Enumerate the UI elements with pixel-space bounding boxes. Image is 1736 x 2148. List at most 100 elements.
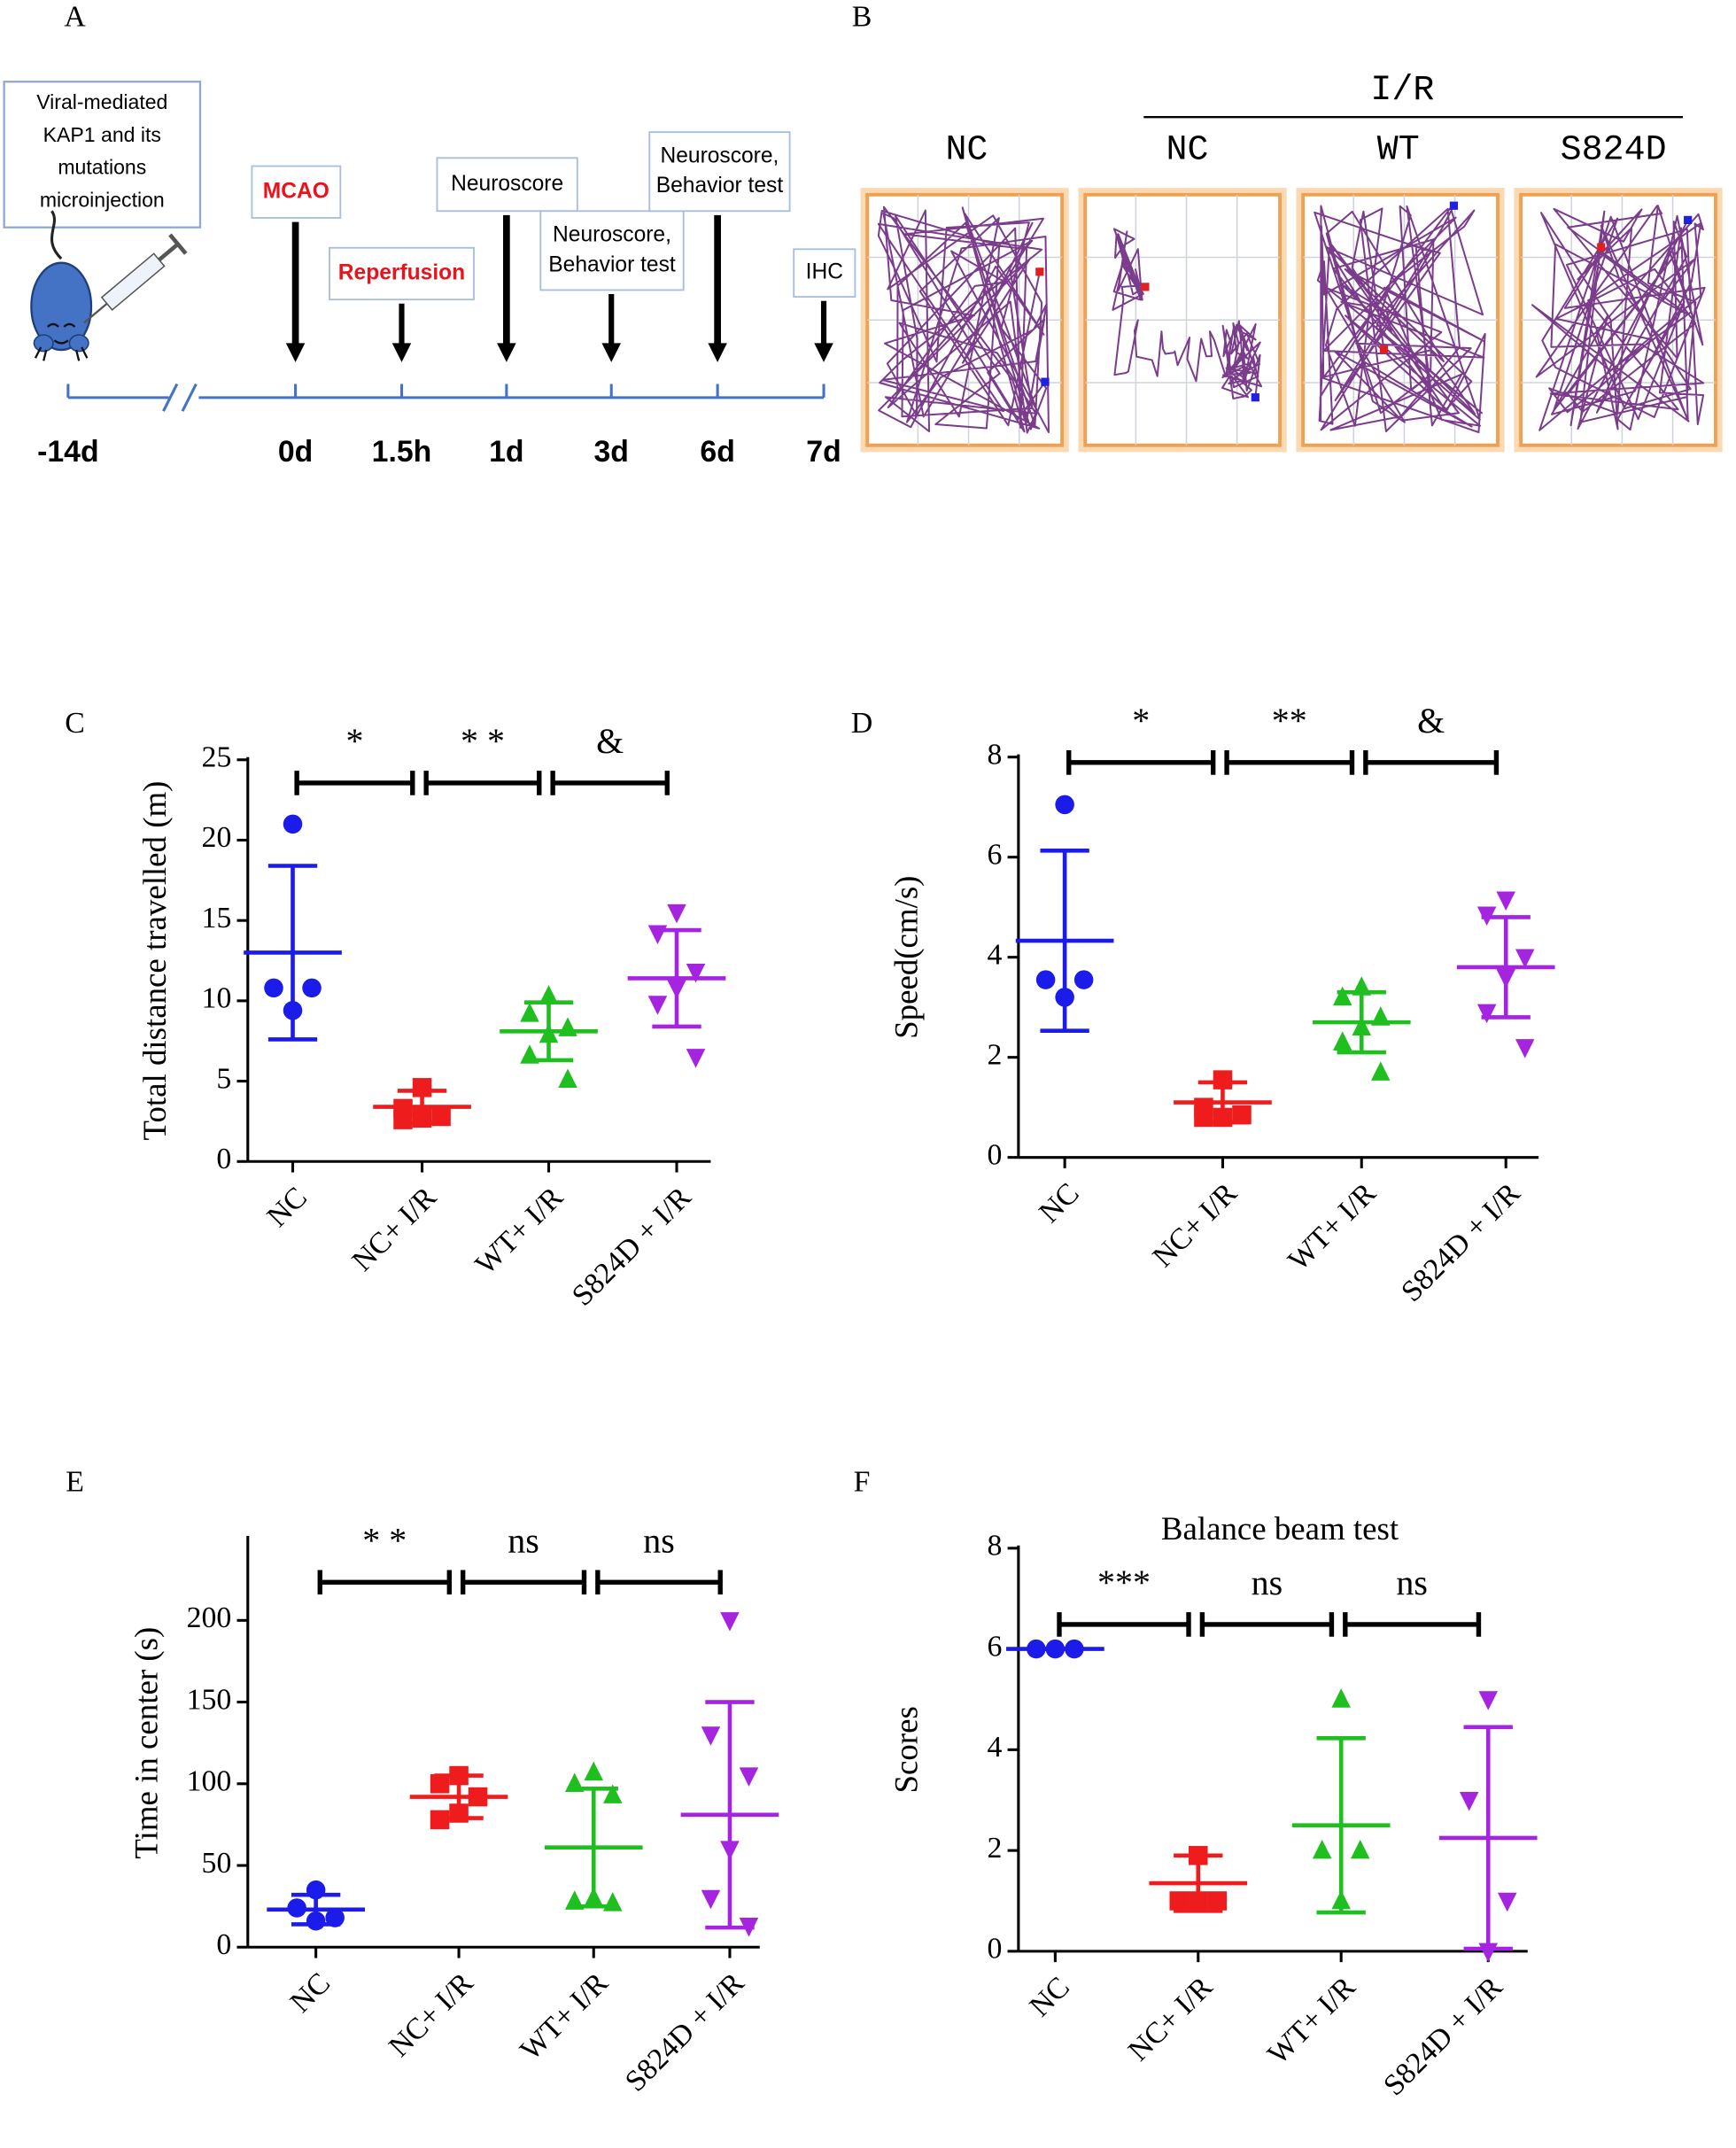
data-point bbox=[720, 1612, 740, 1632]
injection-box bbox=[3, 81, 202, 229]
x-tick-label: S824D + I/R bbox=[566, 1181, 698, 1313]
timeline-start: -14d bbox=[37, 435, 98, 469]
data-point bbox=[1055, 795, 1074, 815]
data-point bbox=[520, 1003, 539, 1022]
timeline-label: 6d bbox=[700, 435, 734, 469]
y-tick-label: 4 bbox=[988, 938, 1003, 971]
panel-label: A bbox=[64, 0, 86, 33]
event-text: Neuroscore, bbox=[553, 222, 671, 246]
x-tick-label: WT+ I/R bbox=[469, 1181, 570, 1282]
y-axis-label: Total distance travelled (m) bbox=[136, 781, 174, 1141]
event-arrowhead bbox=[391, 343, 412, 362]
x-tick-label: WT+ I/R bbox=[514, 1966, 615, 2067]
significance-bracket bbox=[550, 771, 670, 795]
significance-bracket bbox=[1363, 750, 1500, 775]
y-tick-label: 2 bbox=[988, 1038, 1003, 1071]
mouse-face bbox=[46, 322, 76, 345]
data-point bbox=[1515, 1039, 1535, 1058]
panel-label: F bbox=[854, 1465, 871, 1498]
significance-label: * * bbox=[362, 1520, 407, 1560]
data-point bbox=[1312, 1839, 1332, 1859]
y-axis-label: Scores bbox=[887, 1706, 924, 1793]
event-text: Reperfusion bbox=[338, 260, 465, 284]
y-tick-label: 100 bbox=[187, 1765, 232, 1798]
mouse-ear bbox=[33, 334, 54, 353]
column-label: NC bbox=[1166, 130, 1209, 170]
data-point bbox=[558, 1068, 577, 1088]
syringe bbox=[83, 233, 188, 324]
panel-label: E bbox=[66, 1465, 84, 1498]
data-point bbox=[1332, 986, 1352, 1006]
mouse-tail bbox=[50, 210, 63, 260]
y-tick-label: 0 bbox=[216, 1143, 231, 1175]
x-tick-label: WT+ I/R bbox=[1282, 1176, 1383, 1277]
y-tick-label: 50 bbox=[202, 1847, 232, 1880]
event-arrowhead bbox=[814, 343, 833, 362]
x-tick-label: S824D + I/R bbox=[1395, 1176, 1527, 1308]
significance-bracket bbox=[1066, 750, 1216, 775]
column-label: S824D bbox=[1561, 130, 1667, 170]
y-tick-label: 8 bbox=[988, 1530, 1003, 1563]
group-label: I/R bbox=[1370, 70, 1434, 110]
y-tick-label: 6 bbox=[988, 838, 1003, 871]
timeline-label: 3d bbox=[594, 435, 629, 469]
y-tick-label: 10 bbox=[202, 982, 232, 1015]
syringe-barrel bbox=[100, 252, 166, 311]
x-tick-label: NC bbox=[261, 1181, 314, 1233]
significance-label: * bbox=[345, 721, 363, 761]
event-text: Neuroscore bbox=[451, 172, 563, 196]
data-point bbox=[393, 1110, 413, 1129]
event-arrowhead bbox=[708, 343, 727, 362]
y-tick-label: 5 bbox=[216, 1062, 231, 1095]
event-text: MCAO bbox=[263, 179, 329, 203]
x-tick-label: NC bbox=[1033, 1177, 1085, 1229]
data-point bbox=[430, 1774, 450, 1794]
x-tick-label: NC+ I/R bbox=[383, 1966, 480, 2064]
trajectory bbox=[1531, 205, 1706, 431]
start-dot bbox=[1035, 268, 1044, 276]
data-point bbox=[603, 1784, 623, 1803]
y-axis-label: Speed(cm/s) bbox=[887, 876, 925, 1039]
data-point bbox=[1515, 949, 1535, 968]
column-label: WT bbox=[1377, 130, 1420, 170]
x-tick-label: NC bbox=[284, 1966, 337, 2019]
y-axis-label: Time in center (s) bbox=[128, 1627, 166, 1859]
y-tick-label: 20 bbox=[202, 821, 232, 854]
start-dot bbox=[1597, 243, 1606, 252]
y-tick-label: 15 bbox=[202, 902, 232, 934]
data-point bbox=[1496, 891, 1515, 911]
event-box bbox=[539, 210, 685, 291]
column-label: NC bbox=[945, 130, 988, 170]
data-point bbox=[584, 1761, 604, 1781]
x-tick-label: WT+ I/R bbox=[1261, 1970, 1362, 2071]
injection-text: KAP1 and its bbox=[43, 123, 161, 146]
significance-label: *** bbox=[1097, 1563, 1151, 1602]
data-point bbox=[264, 978, 283, 998]
significance-bracket bbox=[423, 771, 542, 795]
event-arrowhead bbox=[601, 343, 621, 362]
event-text: IHC bbox=[806, 260, 843, 284]
mouse-body bbox=[30, 261, 93, 352]
data-point bbox=[1169, 1891, 1190, 1911]
y-tick-label: 2 bbox=[988, 1832, 1003, 1865]
significance-bracket bbox=[460, 1570, 587, 1595]
significance-label: ns bbox=[1252, 1563, 1283, 1602]
event-box bbox=[329, 246, 475, 301]
data-point bbox=[302, 978, 322, 998]
event-box bbox=[251, 165, 342, 219]
y-tick-label: 0 bbox=[988, 1138, 1003, 1171]
data-point bbox=[1478, 1691, 1498, 1710]
timeline-label: 7d bbox=[806, 435, 841, 469]
event-box bbox=[648, 131, 791, 213]
significance-bracket bbox=[317, 1570, 452, 1595]
significance-bracket bbox=[1343, 1612, 1482, 1637]
data-point bbox=[1232, 1105, 1252, 1125]
data-point bbox=[647, 996, 668, 1015]
event-box bbox=[793, 248, 856, 299]
data-point bbox=[1459, 1792, 1479, 1811]
significance-bracket bbox=[1199, 1612, 1335, 1637]
significance-bracket bbox=[294, 771, 415, 795]
panel-label: D bbox=[851, 707, 872, 740]
